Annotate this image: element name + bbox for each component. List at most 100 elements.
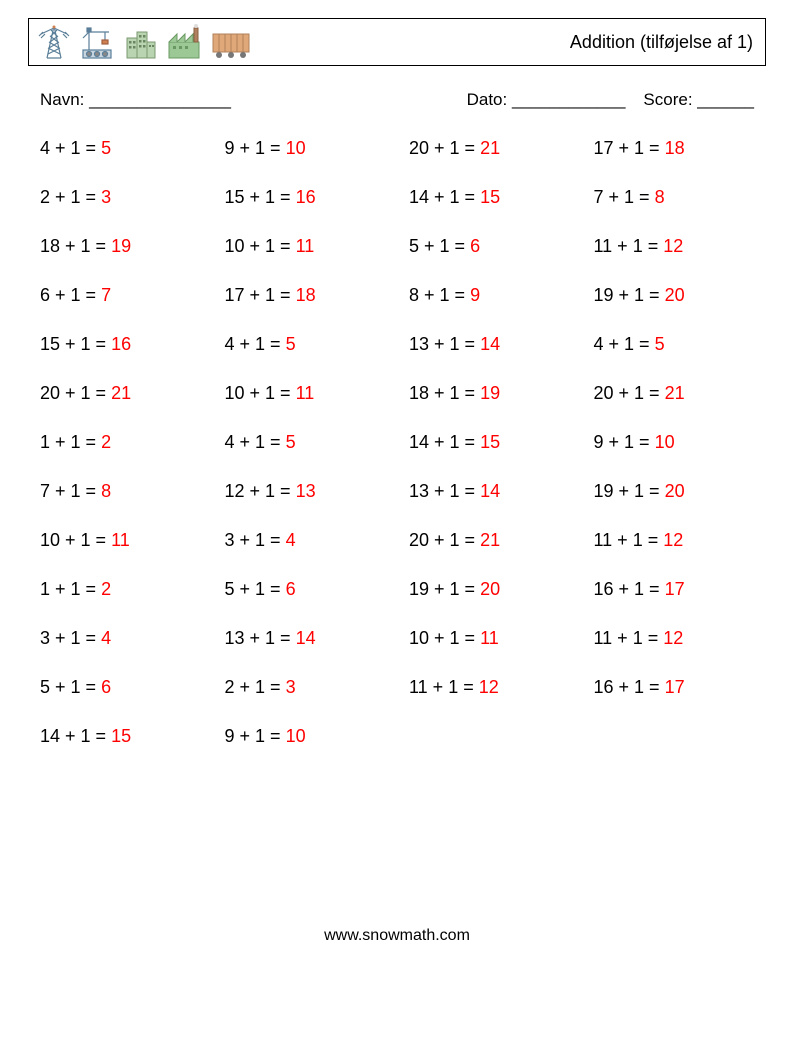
problems-grid: 4 + 1 = 5 9 + 1 = 10 20 + 1 = 21 17 + 1 = 1… bbox=[28, 138, 766, 747]
problem-answer: 15 bbox=[111, 726, 131, 746]
problem: 9 + 1 = 10 bbox=[225, 138, 386, 159]
date-field: Dato: ____________ bbox=[467, 90, 626, 110]
name-field: Navn: _______________ bbox=[40, 90, 231, 110]
problem-expression: 13 + 1 = bbox=[225, 628, 296, 648]
problem: 5 + 1 = 6 bbox=[225, 579, 386, 600]
problem: 10 + 1 = 11 bbox=[225, 383, 386, 404]
problem: 18 + 1 = 19 bbox=[409, 383, 570, 404]
problem: 15 + 1 = 16 bbox=[40, 334, 201, 355]
problem-answer: 4 bbox=[286, 530, 296, 550]
problem-expression: 19 + 1 = bbox=[594, 481, 665, 501]
problem: 4 + 1 = 5 bbox=[594, 334, 755, 355]
problem-answer: 11 bbox=[480, 628, 499, 648]
problem-answer: 21 bbox=[480, 530, 500, 550]
problem-answer: 13 bbox=[296, 481, 316, 501]
problem-expression: 8 + 1 = bbox=[409, 285, 470, 305]
problem: 20 + 1 = 21 bbox=[409, 530, 570, 551]
problem-answer: 5 bbox=[655, 334, 665, 354]
problem-expression: 5 + 1 = bbox=[225, 579, 286, 599]
problem-expression: 19 + 1 = bbox=[409, 579, 480, 599]
problem: 14 + 1 = 15 bbox=[40, 726, 201, 747]
header-icons bbox=[37, 24, 253, 60]
problem: 20 + 1 = 21 bbox=[409, 138, 570, 159]
problem-expression: 14 + 1 = bbox=[409, 187, 480, 207]
problem-expression: 13 + 1 = bbox=[409, 481, 480, 501]
problem-answer: 21 bbox=[665, 383, 685, 403]
problem-expression: 19 + 1 = bbox=[594, 285, 665, 305]
problem-expression: 20 + 1 = bbox=[40, 383, 111, 403]
problem: 4 + 1 = 5 bbox=[40, 138, 201, 159]
problem-expression: 2 + 1 = bbox=[225, 677, 286, 697]
score-field: Score: ______ bbox=[643, 90, 754, 110]
problem-expression: 12 + 1 = bbox=[225, 481, 296, 501]
problem-answer: 5 bbox=[101, 138, 111, 158]
problem: 19 + 1 = 20 bbox=[594, 285, 755, 306]
factory-icon bbox=[165, 24, 203, 60]
problem-expression: 17 + 1 = bbox=[225, 285, 296, 305]
problem: 13 + 1 = 14 bbox=[409, 334, 570, 355]
problem-expression: 11 + 1 = bbox=[594, 530, 664, 550]
problem-expression: 9 + 1 = bbox=[225, 138, 286, 158]
problem-expression: 16 + 1 = bbox=[594, 677, 665, 697]
worksheet-page: Addition (tilføjelse af 1) Navn: _______… bbox=[0, 0, 794, 965]
footer-url: www.snowmath.com bbox=[28, 927, 766, 945]
problem-answer: 3 bbox=[286, 677, 296, 697]
problem-expression: 2 + 1 = bbox=[40, 187, 101, 207]
info-row: Navn: _______________ Dato: ____________… bbox=[28, 90, 766, 110]
problem-answer: 20 bbox=[665, 285, 685, 305]
problem-answer: 18 bbox=[665, 138, 685, 158]
problem-expression: 3 + 1 = bbox=[225, 530, 286, 550]
problem-expression: 4 + 1 = bbox=[594, 334, 655, 354]
problem-answer: 14 bbox=[480, 334, 500, 354]
problem: 7 + 1 = 8 bbox=[40, 481, 201, 502]
problem-answer: 10 bbox=[655, 432, 675, 452]
problem: 5 + 1 = 6 bbox=[40, 677, 201, 698]
problem: 11 + 1 = 12 bbox=[594, 530, 755, 551]
problem-answer: 8 bbox=[655, 187, 665, 207]
problem: 8 + 1 = 9 bbox=[409, 285, 570, 306]
problem-answer: 20 bbox=[480, 579, 500, 599]
problem-answer: 10 bbox=[286, 138, 306, 158]
problem-answer: 17 bbox=[665, 579, 685, 599]
problem-answer: 4 bbox=[101, 628, 111, 648]
problem-answer: 21 bbox=[480, 138, 500, 158]
train-icon bbox=[209, 24, 253, 60]
problem: 3 + 1 = 4 bbox=[225, 530, 386, 551]
problem-answer: 2 bbox=[101, 579, 111, 599]
problem: 3 + 1 = 4 bbox=[40, 628, 201, 649]
problem: 10 + 1 = 11 bbox=[40, 530, 201, 551]
problem-expression: 15 + 1 = bbox=[225, 187, 296, 207]
tower-icon bbox=[37, 24, 71, 60]
crane-icon bbox=[77, 24, 117, 60]
problem: 11 + 1 = 12 bbox=[409, 677, 570, 698]
problem: 6 + 1 = 7 bbox=[40, 285, 201, 306]
problem-expression: 4 + 1 = bbox=[225, 334, 286, 354]
problem-expression: 10 + 1 = bbox=[225, 383, 296, 403]
problem-expression: 13 + 1 = bbox=[409, 334, 480, 354]
problem-answer: 15 bbox=[480, 187, 500, 207]
problem-expression: 14 + 1 = bbox=[409, 432, 480, 452]
problem: 10 + 1 = 11 bbox=[409, 628, 570, 649]
problem: 11 + 1 = 12 bbox=[594, 236, 755, 257]
worksheet-title: Addition (tilføjelse af 1) bbox=[570, 32, 753, 53]
problem-expression: 10 + 1 = bbox=[40, 530, 111, 550]
problem-answer: 11 bbox=[111, 530, 130, 550]
problem: 20 + 1 = 21 bbox=[40, 383, 201, 404]
problem-answer: 12 bbox=[479, 677, 499, 697]
problem-expression: 10 + 1 = bbox=[225, 236, 296, 256]
problem: 19 + 1 = 20 bbox=[594, 481, 755, 502]
problem-expression: 11 + 1 = bbox=[594, 236, 664, 256]
problem: 13 + 1 = 14 bbox=[409, 481, 570, 502]
problem: 14 + 1 = 15 bbox=[409, 432, 570, 453]
problem: 5 + 1 = 6 bbox=[409, 236, 570, 257]
problem-answer: 11 bbox=[296, 236, 315, 256]
problem-expression: 4 + 1 = bbox=[40, 138, 101, 158]
problem: 18 + 1 = 19 bbox=[40, 236, 201, 257]
building-icon bbox=[123, 24, 159, 60]
problem-answer: 5 bbox=[286, 432, 296, 452]
problem: 13 + 1 = 14 bbox=[225, 628, 386, 649]
problem: 1 + 1 = 2 bbox=[40, 432, 201, 453]
problem-answer: 21 bbox=[111, 383, 131, 403]
problem-expression: 20 + 1 = bbox=[594, 383, 665, 403]
problem-answer: 2 bbox=[101, 432, 111, 452]
